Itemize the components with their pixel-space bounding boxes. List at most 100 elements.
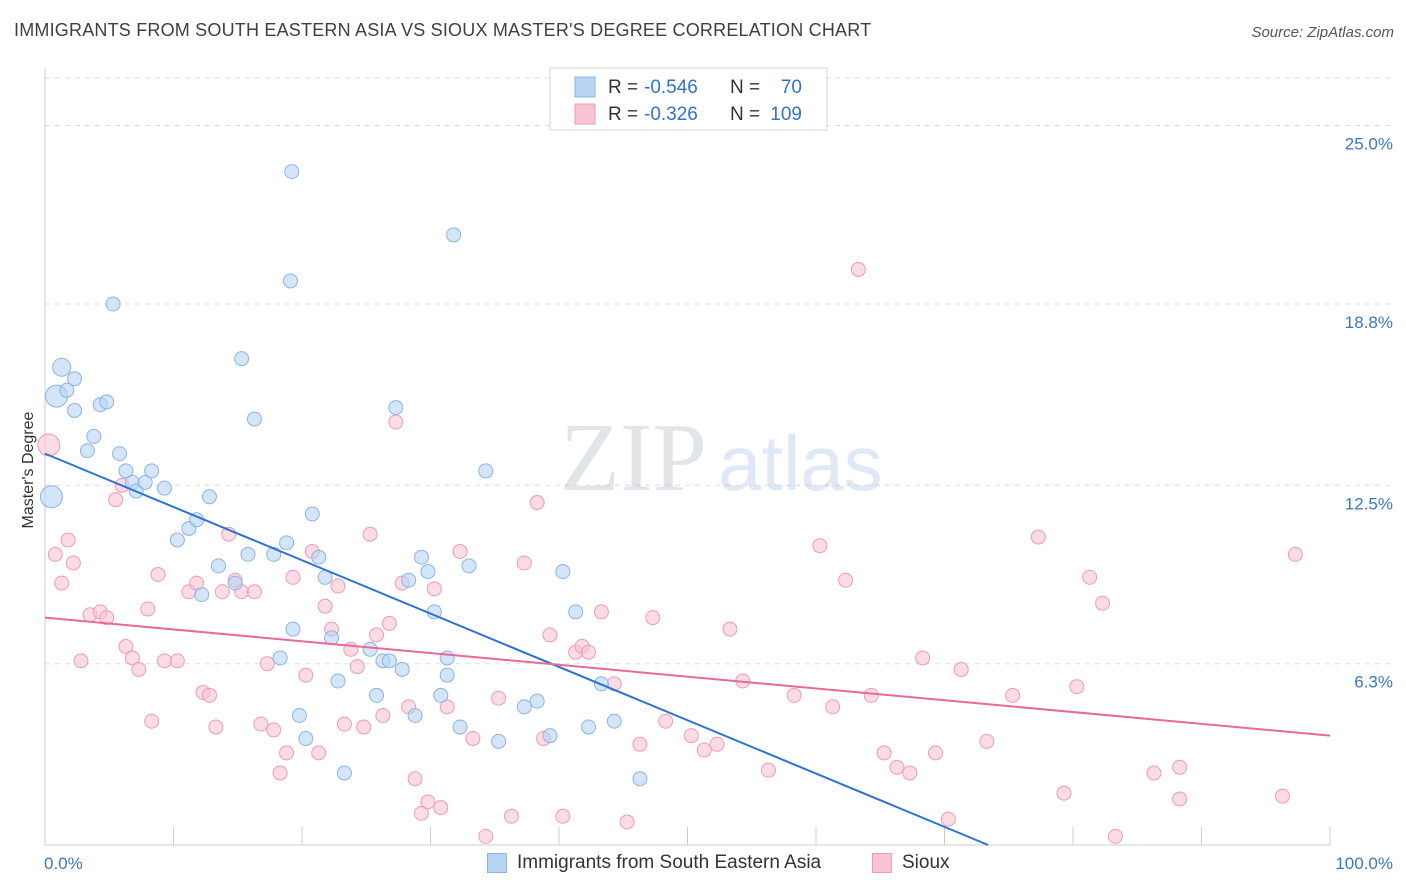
data-point-sioux [60, 532, 76, 548]
data-point-immigrants [478, 463, 494, 479]
data-point-sioux [683, 728, 699, 744]
data-point-sioux [253, 716, 269, 732]
data-point-sioux [369, 627, 385, 643]
legend-n-value: 70 [781, 77, 802, 98]
data-point-sioux [593, 604, 609, 620]
data-point-sioux [838, 572, 854, 588]
data-point-sioux [330, 578, 346, 594]
data-point-immigrants [194, 587, 210, 603]
data-point-sioux [709, 736, 725, 752]
y-axis-label: Master's Degree [20, 411, 37, 528]
y-tick-label: 18.8% [1345, 313, 1393, 332]
trend-line-immigrants [44, 452, 989, 846]
watermark-zip: ZIP [560, 404, 707, 512]
data-point-immigrants [99, 394, 115, 410]
data-point-immigrants [311, 549, 327, 565]
data-point-sioux [863, 687, 879, 703]
data-point-sioux [722, 621, 738, 637]
data-point-sioux [889, 759, 905, 775]
data-point-immigrants [86, 428, 102, 444]
data-point-sioux [928, 745, 944, 761]
data-point-immigrants [516, 699, 532, 715]
legend-item-immigrants[interactable]: Immigrants from South Eastern Asia [487, 852, 821, 874]
data-point-immigrants [234, 351, 250, 367]
data-point-immigrants [433, 687, 449, 703]
data-point-sioux [362, 526, 378, 542]
data-point-immigrants [118, 463, 134, 479]
data-point-sioux [452, 543, 468, 559]
y-tick-label: 25.0% [1345, 135, 1393, 154]
data-point-sioux [1056, 785, 1072, 801]
data-point-immigrants [446, 227, 462, 243]
data-point-immigrants [59, 382, 75, 398]
data-point-sioux [491, 690, 507, 706]
legend-r-value: -0.546 [644, 77, 698, 98]
chart-title: IMMIGRANTS FROM SOUTH EASTERN ASIA VS SI… [14, 20, 872, 40]
data-point-sioux [1069, 679, 1085, 695]
data-point-sioux [915, 650, 931, 666]
data-point-immigrants [227, 575, 243, 591]
data-point-sioux [619, 814, 635, 830]
legend-item-sioux[interactable]: Sioux [872, 852, 950, 874]
data-point-sioux [54, 575, 70, 591]
data-point-sioux [979, 733, 995, 749]
data-point-sioux [825, 699, 841, 715]
data-point-sioux [433, 800, 449, 816]
data-point-sioux [214, 584, 230, 600]
data-point-immigrants [414, 549, 430, 565]
data-point-immigrants [388, 400, 404, 416]
data-point-immigrants [420, 564, 436, 580]
data-point-sioux [37, 433, 61, 457]
data-point-immigrants [606, 713, 622, 729]
x-tick-label: 100.0% [1335, 854, 1393, 873]
data-point-sioux [47, 546, 63, 562]
watermark-atlas: atlas [718, 419, 883, 507]
legend-r-label: R = [608, 104, 638, 125]
data-point-sioux [516, 555, 532, 571]
data-point-immigrants [79, 443, 95, 459]
data-point-sioux [1082, 569, 1098, 585]
data-point-immigrants [542, 728, 558, 744]
axis-layer: 6.3% 12.5% 18.8% 25.0% 0.0% 100.0% [44, 68, 1393, 873]
data-point-immigrants [401, 572, 417, 588]
data-point-sioux [953, 661, 969, 677]
legend-swatch-blue [574, 76, 596, 98]
data-point-immigrants [555, 564, 571, 580]
data-point-immigrants [291, 708, 307, 723]
data-point-immigrants [272, 650, 288, 666]
data-point-sioux [201, 687, 217, 703]
data-point-immigrants [632, 771, 648, 787]
data-point-sioux [65, 555, 81, 571]
data-point-sioux [1095, 595, 1111, 611]
data-point-immigrants [144, 463, 160, 479]
data-point-sioux [150, 566, 166, 582]
data-point-sioux [439, 699, 455, 715]
bottom-legend: Immigrants from South Eastern Asia Sioux [0, 852, 1406, 878]
data-point-sioux [407, 771, 423, 787]
data-point-sioux [272, 765, 288, 781]
data-point-immigrants [439, 650, 455, 666]
data-point-immigrants [157, 480, 173, 496]
legend-n-label: N = [730, 104, 760, 125]
data-point-immigrants [491, 733, 507, 749]
data-point-immigrants [285, 621, 301, 637]
data-point-sioux [1172, 759, 1188, 775]
data-point-sioux [131, 661, 147, 677]
data-point-sioux [298, 667, 314, 683]
legend-swatch-immigrants [487, 853, 507, 873]
data-point-sioux [375, 708, 391, 723]
data-point-immigrants [529, 693, 545, 709]
data-point-immigrants [581, 719, 597, 735]
data-point-immigrants [461, 558, 477, 574]
data-point-immigrants [67, 371, 83, 387]
data-point-immigrants [381, 653, 397, 669]
data-point-immigrants [210, 558, 226, 574]
y-tick-label: 6.3% [1354, 673, 1393, 692]
data-point-sioux [503, 808, 519, 824]
legend-label-immigrants: Immigrants from South Eastern Asia [517, 852, 822, 873]
data-point-sioux [542, 627, 558, 643]
data-point-immigrants [67, 402, 83, 418]
data-point-immigrants [568, 604, 584, 620]
data-point-sioux [285, 569, 301, 585]
